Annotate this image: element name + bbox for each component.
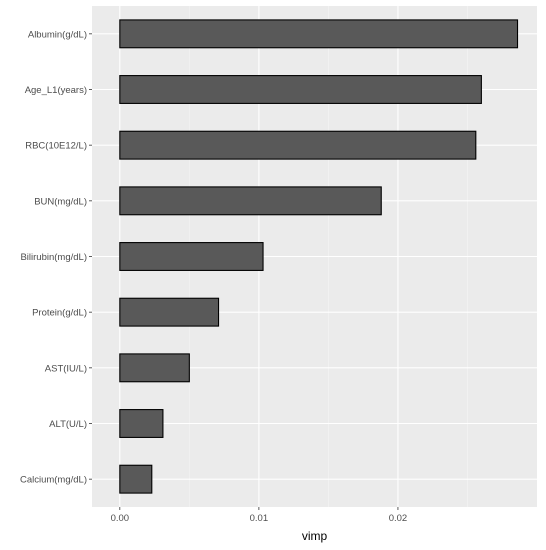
x-axis-ticks: 0.00 0.01 0.02 xyxy=(111,507,408,524)
bar xyxy=(119,353,190,383)
y-axis-ticks: Albumin(g/dL) Age_L1(years) RBC(10E12/L) BU… xyxy=(20,29,92,486)
y-tick-label: Protein(g/dL) xyxy=(32,308,87,319)
bars xyxy=(119,19,519,494)
bar xyxy=(119,130,477,160)
bar xyxy=(119,409,164,438)
y-tick-label: Age_L1(years) xyxy=(25,85,87,96)
y-tick-label: RBC(10E12/L) xyxy=(25,141,87,152)
x-tick-label: 0.02 xyxy=(389,513,408,524)
bar xyxy=(119,186,382,216)
y-tick-label: ALT(U/L) xyxy=(49,419,87,430)
bar xyxy=(119,75,482,104)
y-tick-label: BUN(mg/dL) xyxy=(34,196,87,207)
y-tick-label: Calcium(mg/dL) xyxy=(20,475,87,486)
x-axis-title: vimp xyxy=(302,529,328,543)
x-tick-label: 0.01 xyxy=(250,513,269,524)
bar xyxy=(119,297,220,327)
y-tick-label: Albumin(g/dL) xyxy=(28,29,87,40)
y-tick-label: AST(IU/L) xyxy=(45,363,87,374)
y-tick-label: Bilirubin(mg/dL) xyxy=(20,252,87,263)
bar xyxy=(119,464,153,494)
bar xyxy=(119,242,264,271)
bar xyxy=(119,19,519,49)
x-tick-label: 0.00 xyxy=(111,513,130,524)
